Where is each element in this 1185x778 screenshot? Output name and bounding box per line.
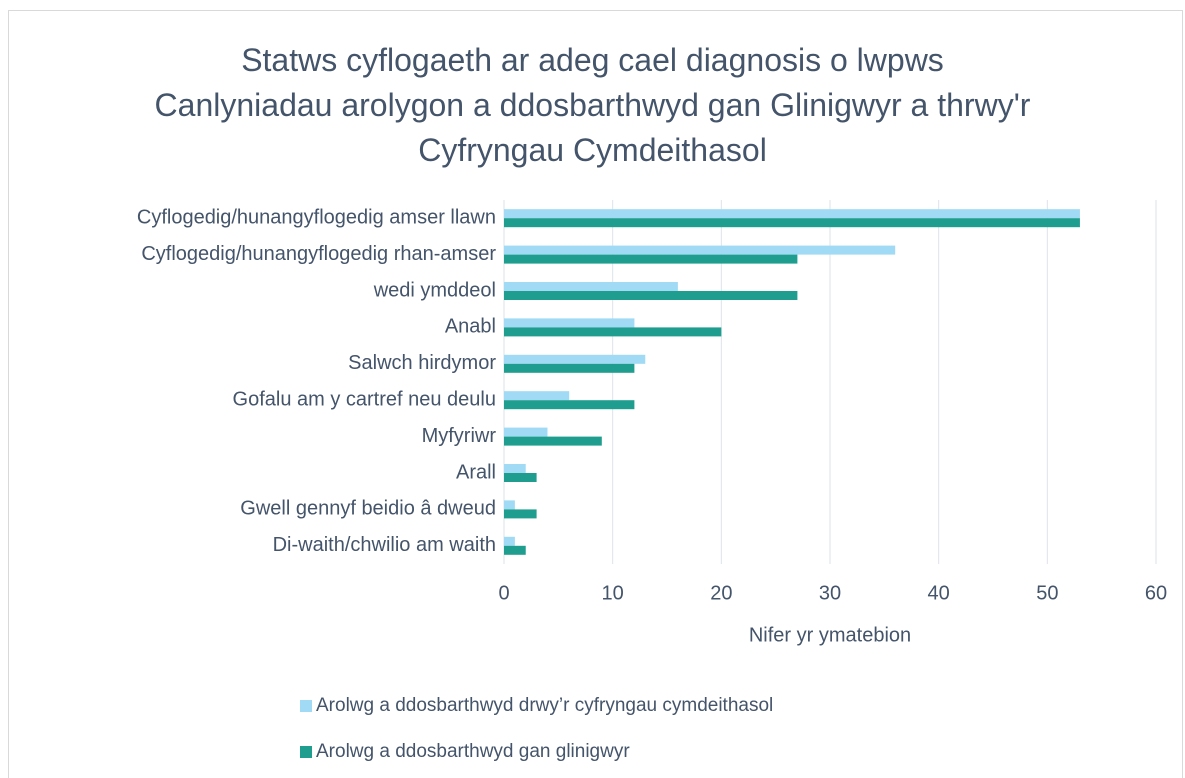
bar — [504, 400, 635, 410]
y-tick-label: Gofalu am y cartref neu deulu — [233, 388, 496, 410]
y-tick-label: Salwch hirdymor — [348, 352, 496, 374]
chart-title: Statws cyflogaeth ar adeg cael diagnosis… — [241, 42, 944, 78]
chart-frame — [8, 10, 1183, 778]
bar — [504, 254, 798, 264]
bar — [504, 291, 798, 300]
bar — [504, 363, 635, 373]
x-tick-label: 10 — [602, 582, 624, 604]
legend-swatch — [300, 700, 312, 712]
x-tick-label: 20 — [710, 582, 732, 604]
bar — [504, 464, 526, 473]
x-axis-label: Nifer yr ymatebion — [749, 624, 911, 646]
x-tick-label: 0 — [498, 582, 509, 604]
bar — [504, 245, 896, 255]
titles: Statws cyflogaeth ar adeg cael diagnosis… — [0, 38, 1185, 173]
chart-subtitle: Canlyniadau arolygon a ddosbarthwyd gan … — [154, 87, 1031, 168]
y-tick-label: Myfyriwr — [422, 425, 497, 447]
x-tick-label: 40 — [928, 582, 950, 604]
y-tick-label: Arall — [456, 461, 496, 483]
bar — [504, 436, 602, 446]
legend-label: Arolwg a ddosbarthwyd gan glinigwyr — [316, 741, 630, 762]
bar — [504, 500, 515, 510]
legend-swatch — [300, 746, 312, 758]
legend-label: Arolwg a ddosbarthwyd drwy’r cyfryngau c… — [316, 695, 773, 716]
x-tick-label: 30 — [819, 582, 841, 604]
y-tick-label: Cyflogedig/hunangyflogedig amser llawn — [137, 206, 496, 228]
y-tick-label: Gwell gennyf beidio â dweud — [240, 498, 496, 520]
y-tick-label: Anabl — [445, 316, 496, 338]
bar — [504, 509, 537, 519]
bar — [504, 354, 646, 364]
x-tick-label: 60 — [1145, 582, 1167, 604]
y-tick-label: Di-waith/chwilio am waith — [273, 534, 496, 556]
bar — [504, 318, 635, 328]
bar — [504, 327, 722, 337]
y-tick-label: wedi ymddeol — [373, 279, 496, 301]
bar — [504, 282, 678, 291]
bar — [504, 218, 1080, 228]
bar — [504, 209, 1080, 219]
x-tick-label: 50 — [1036, 582, 1058, 604]
bar — [504, 427, 548, 437]
bar — [504, 545, 526, 555]
bar — [504, 391, 570, 401]
bar — [504, 536, 515, 546]
y-tick-label: Cyflogedig/hunangyflogedig rhan-amser — [141, 243, 496, 265]
bar — [504, 473, 537, 482]
